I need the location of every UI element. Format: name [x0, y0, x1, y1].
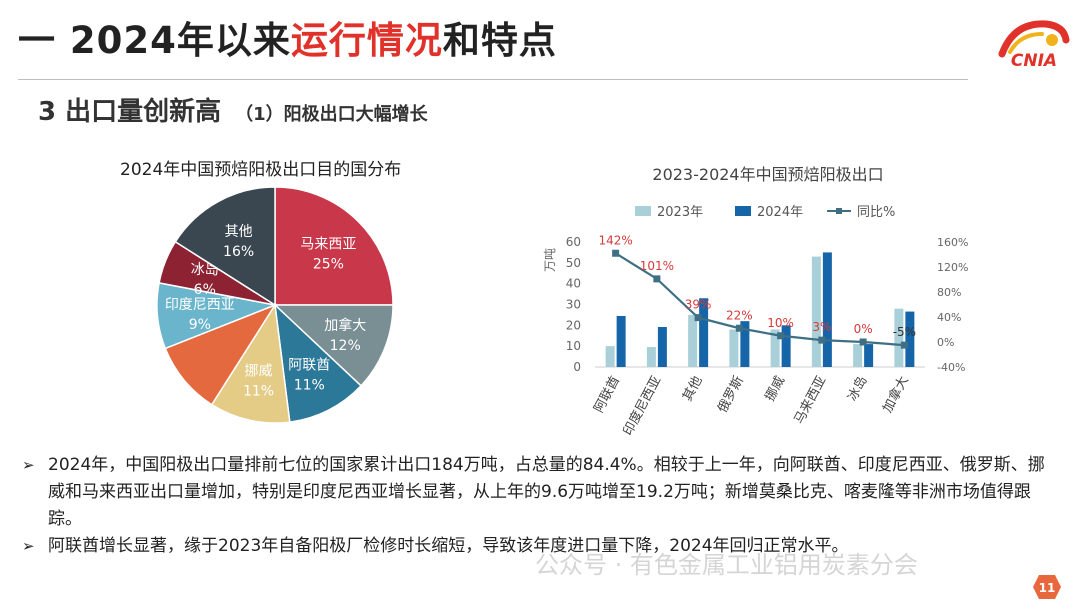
- bar: [894, 308, 904, 367]
- y-left-tick-label: 20: [566, 318, 581, 332]
- y-left-tick-label: 50: [566, 256, 581, 270]
- x-tick-label: 马来西亚: [792, 374, 830, 427]
- bullet-arrow-icon: ➢: [22, 537, 35, 555]
- y-left-tick-label: 0: [573, 360, 581, 374]
- pie-slice: [174, 186, 276, 307]
- page-number-badge: 11: [1033, 575, 1061, 599]
- y-axis-label: 万吨: [543, 248, 557, 272]
- bullet-item: ➢ 阿联酋增长显著，缘于2023年自备阳极厂检修时长缩短，导致该年度进口量下降，2…: [22, 533, 1052, 560]
- legend-swatch: [635, 206, 651, 216]
- pie-slice-label: 加拿大: [324, 317, 366, 334]
- pie-slice-label: 阿联酋: [288, 356, 330, 373]
- pie-slice: [273, 303, 363, 423]
- line-point: [735, 324, 743, 332]
- x-tick-label: 印度尼西亚: [620, 373, 665, 438]
- cnia-logo: CNIA: [998, 20, 1070, 71]
- legend-marker: [836, 208, 842, 214]
- legend-swatch: [735, 206, 751, 216]
- line-data-label: 0%: [854, 322, 873, 336]
- bar-chart: 2023-2024年中国预焙阳极出口 2023年 2024年 同比% 0 10 20 30 40…: [543, 165, 968, 438]
- bullet-arrow-icon: ➢: [22, 456, 35, 474]
- pie-slice: [210, 302, 291, 424]
- bar: [729, 329, 739, 367]
- pie-slice-value: 9%: [189, 317, 211, 333]
- pie-slice-label: 其他: [225, 224, 253, 240]
- pie-slice-value: 11%: [294, 377, 325, 393]
- bar: [688, 314, 698, 367]
- line-point: [612, 249, 620, 257]
- pie-slice-value: 11%: [243, 384, 274, 400]
- bar: [770, 329, 780, 367]
- bar: [616, 315, 626, 367]
- y-right-tick-label: 0%: [937, 336, 954, 349]
- pie-slice: [273, 304, 394, 387]
- line-point: [653, 275, 661, 283]
- legend-label: 2023年: [657, 205, 703, 220]
- line-series: [615, 252, 905, 347]
- line-data-label: 3%: [812, 320, 831, 334]
- pie-slice-label: 挪威: [245, 364, 273, 380]
- bar: [822, 252, 832, 367]
- legend-label: 2024年: [757, 205, 803, 220]
- y-right-tick-label: 80%: [937, 286, 961, 299]
- y-left-tick-label: 30: [566, 298, 581, 312]
- bar: [811, 256, 821, 367]
- slide-title: 一 2024年以来运行情况和特点: [18, 19, 557, 62]
- x-tick-label: 加拿大: [879, 373, 911, 415]
- y-right-tick-label: -40%: [937, 361, 965, 374]
- line-data-label: 101%: [640, 259, 674, 273]
- x-tick-label: 冰岛: [844, 373, 870, 403]
- y-left-tick-label: 60: [566, 235, 581, 249]
- svg-text:CNIA: CNIA: [1011, 51, 1057, 71]
- pie-slice: [164, 303, 277, 406]
- line-point: [859, 338, 867, 346]
- pie-slice-label: 马来西亚: [300, 237, 356, 253]
- legend-label: 同比%: [857, 205, 895, 220]
- y-left-tick-label: 10: [566, 339, 581, 353]
- pie-slice-value: 16%: [223, 244, 254, 260]
- line-point: [818, 336, 826, 344]
- bar: [699, 298, 709, 367]
- bar: [905, 311, 915, 367]
- line-data-label: 22%: [726, 308, 753, 322]
- x-tick-label: 俄罗斯: [715, 374, 747, 415]
- y-right-tick-label: 160%: [937, 236, 968, 249]
- bar: [605, 346, 615, 367]
- y-right-tick-label: 120%: [937, 261, 968, 274]
- pie-slice-label: 冰岛: [191, 262, 219, 278]
- y-right-tick-label: 40%: [937, 311, 961, 324]
- pie-slice: [274, 186, 394, 306]
- line-point: [900, 341, 908, 349]
- line-point: [694, 314, 702, 322]
- bullet-list: ➢ 2024年，中国阳极出口量排前七位的国家累计出口184万吨，占总量的84.4%…: [22, 452, 1052, 560]
- x-tick-label: 阿联酋: [591, 373, 623, 415]
- line-data-label: 39%: [685, 298, 712, 312]
- pie-slice-value: 12%: [330, 338, 361, 354]
- pie-chart: 马来西亚 25% 加拿大 12%阿联酋 11% 挪威 11% 印度尼西亚 9% 冰岛 6% 其他 16%: [156, 186, 394, 424]
- svg-text:11: 11: [1039, 581, 1056, 595]
- section-heading: 3 出口量创新高 （1）阳极出口大幅增长: [38, 97, 428, 127]
- pie-slice-value: 6%: [194, 282, 216, 298]
- line-point: [777, 332, 785, 340]
- line-data-label: 10%: [767, 316, 794, 330]
- bullet-item: ➢ 2024年，中国阳极出口量排前七位的国家累计出口184万吨，占总量的84.4%…: [22, 452, 1052, 533]
- line-data-label: -5%: [893, 325, 916, 339]
- pie-slice-label: 印度尼西亚: [165, 297, 235, 313]
- watermark: 公众号 · 有色金属工业铝用炭素分会: [535, 551, 918, 579]
- bar-chart-title: 2023-2024年中国预焙阳极出口: [652, 165, 883, 184]
- bar: [646, 347, 656, 367]
- bar: [853, 344, 863, 367]
- bar: [657, 327, 667, 367]
- pie-chart-title: 2024年中国预焙阳极出口目的国分布: [120, 160, 402, 180]
- y-left-tick-label: 40: [566, 277, 581, 291]
- pie-slice-value: 25%: [313, 257, 344, 273]
- x-tick-label: 其他: [680, 374, 705, 404]
- bar: [781, 325, 791, 367]
- bar: [740, 321, 750, 367]
- title-divider: [18, 79, 968, 80]
- line-data-label: 142%: [598, 233, 632, 247]
- bar: [864, 344, 874, 367]
- x-tick-label: 挪威: [763, 374, 788, 404]
